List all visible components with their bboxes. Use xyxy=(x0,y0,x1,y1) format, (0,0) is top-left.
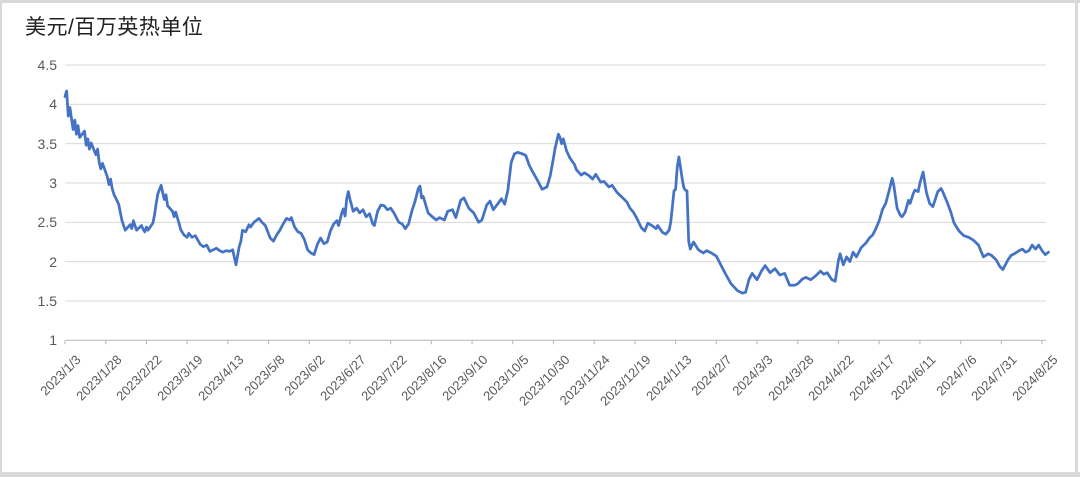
price-series-line xyxy=(63,89,1050,295)
frame-border-top xyxy=(0,0,1080,3)
y-tick-label: 1 xyxy=(49,332,57,349)
y-tick-label: 1.5 xyxy=(37,292,57,309)
frame-border-right xyxy=(1075,0,1078,477)
y-tick-label: 4 xyxy=(49,96,57,113)
y-tick-label: 3.5 xyxy=(37,135,57,152)
frame-border-left xyxy=(0,0,2,477)
frame-border-bottom xyxy=(0,472,1080,477)
y-tick-label: 2.5 xyxy=(37,214,57,231)
chart-title: 美元/百万英热单位 xyxy=(25,16,204,39)
y-tick-label: 3 xyxy=(49,174,57,191)
y-tick-label: 2 xyxy=(49,253,57,270)
y-tick-label: 4.5 xyxy=(37,57,57,73)
x-axis-line xyxy=(64,339,1046,345)
gridlines xyxy=(65,64,1046,302)
